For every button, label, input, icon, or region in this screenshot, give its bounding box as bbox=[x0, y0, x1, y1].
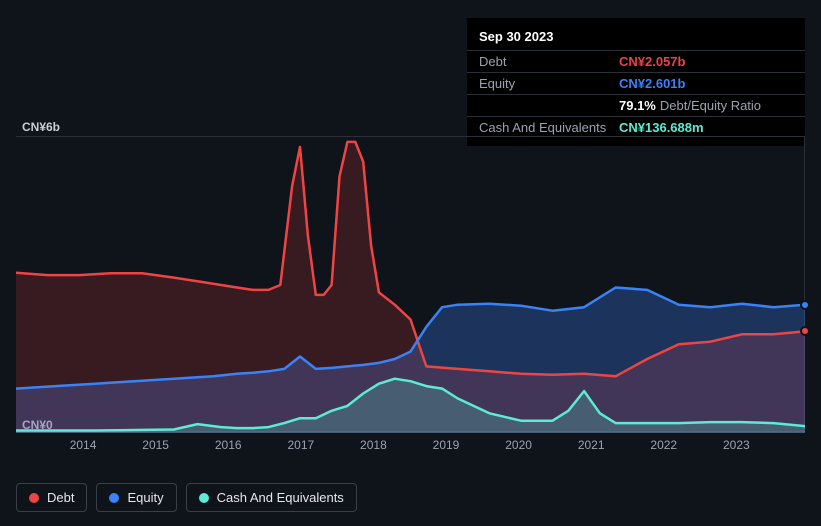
plot-region[interactable] bbox=[16, 136, 805, 432]
legend-item-equity[interactable]: Equity bbox=[96, 483, 176, 512]
legend-item-cash[interactable]: Cash And Equivalents bbox=[186, 483, 357, 512]
legend-dot-icon bbox=[109, 493, 119, 503]
y-axis-max-label: CN¥6b bbox=[22, 120, 60, 134]
legend-dot-icon bbox=[29, 493, 39, 503]
tooltip-ratio-label: Debt/Equity Ratio bbox=[660, 98, 761, 113]
x-axis: 2014 2015 2016 2017 2018 2019 2020 2021 2022 2023 bbox=[16, 438, 805, 458]
legend: Debt Equity Cash And Equivalents bbox=[16, 483, 357, 512]
x-tick-label: 2019 bbox=[433, 438, 460, 452]
x-tick-label: 2020 bbox=[505, 438, 532, 452]
tooltip-label: Debt bbox=[479, 54, 619, 69]
tooltip-row-debt: Debt CN¥2.057b bbox=[467, 51, 805, 73]
legend-label: Cash And Equivalents bbox=[217, 490, 344, 505]
x-tick-label: 2021 bbox=[578, 438, 605, 452]
legend-label: Equity bbox=[127, 490, 163, 505]
x-tick-label: 2022 bbox=[650, 438, 677, 452]
plot-svg bbox=[16, 137, 805, 433]
x-tick-label: 2017 bbox=[287, 438, 314, 452]
edge-marker-icon bbox=[800, 326, 810, 336]
tooltip-ratio-pct: 79.1% bbox=[619, 98, 656, 113]
tooltip-row-equity: Equity CN¥2.601b bbox=[467, 73, 805, 95]
chart-area: CN¥6b CN¥0 20142015201620172018201920202… bbox=[16, 120, 805, 470]
x-tick-label: 2014 bbox=[70, 438, 97, 452]
legend-label: Debt bbox=[47, 490, 74, 505]
legend-item-debt[interactable]: Debt bbox=[16, 483, 87, 512]
x-tick-label: 2015 bbox=[142, 438, 169, 452]
edge-marker-icon bbox=[800, 300, 810, 310]
x-tick-label: 2023 bbox=[723, 438, 750, 452]
tooltip-date: Sep 30 2023 bbox=[467, 26, 805, 51]
tooltip-value-debt: CN¥2.057b bbox=[619, 54, 685, 69]
tooltip-label: Equity bbox=[479, 76, 619, 91]
legend-dot-icon bbox=[199, 493, 209, 503]
tooltip-row-ratio: 79.1% Debt/Equity Ratio bbox=[467, 95, 805, 117]
tooltip-label-blank bbox=[479, 98, 619, 113]
tooltip-value-equity: CN¥2.601b bbox=[619, 76, 685, 91]
chart-container: Sep 30 2023 Debt CN¥2.057b Equity CN¥2.6… bbox=[0, 0, 821, 526]
x-tick-label: 2016 bbox=[215, 438, 242, 452]
x-tick-label: 2018 bbox=[360, 438, 387, 452]
